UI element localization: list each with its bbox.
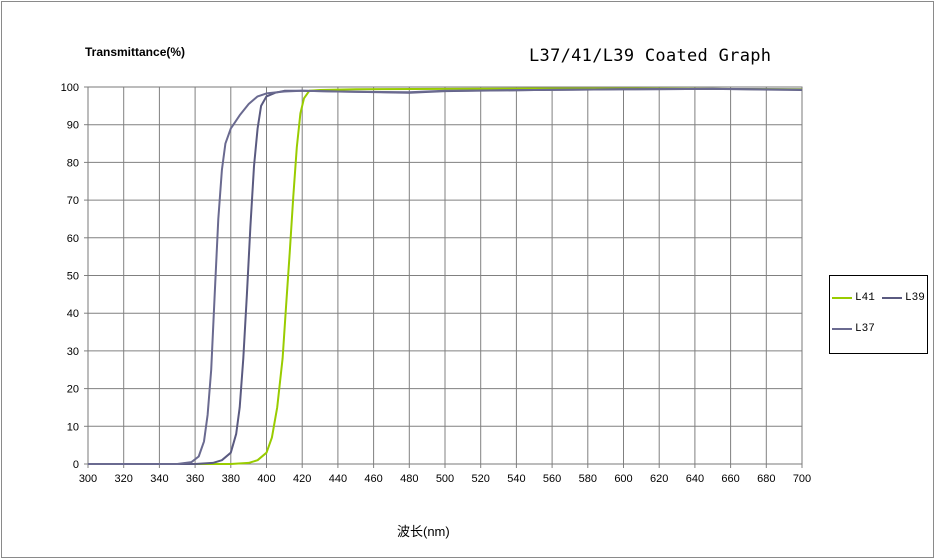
y-tick-label: 30: [67, 346, 79, 358]
y-tick-label: 70: [67, 195, 79, 207]
x-tick-label: 580: [579, 473, 597, 485]
y-tick-labels: 0 10 20 30 40 50 60 70 80 90 100: [61, 82, 79, 471]
y-tick-label: 100: [61, 82, 79, 94]
legend-label-l37: L37: [855, 323, 875, 335]
legend-label-l39: L39: [905, 292, 925, 304]
x-axis-title: 波长(nm): [397, 524, 450, 539]
series-line-l37: [88, 87, 803, 465]
y-tick-label: 10: [67, 421, 79, 433]
y-axis-title: Transmittance(%): [85, 45, 186, 59]
legend-item-l41: L41: [832, 292, 875, 304]
x-tick-label: 560: [543, 473, 561, 485]
series-line-l41: [88, 87, 803, 465]
x-tick-label: 420: [293, 473, 311, 485]
legend-swatch-l41: [832, 297, 852, 299]
x-tick-label: 380: [222, 473, 240, 485]
x-tick-label: 600: [614, 473, 632, 485]
y-tick-label: 60: [67, 233, 79, 245]
x-tick-label: 680: [757, 473, 775, 485]
x-tick-label: 480: [400, 473, 418, 485]
horizontal-gridlines: [84, 86, 802, 465]
x-tick-label: 340: [150, 473, 168, 485]
x-tick-label: 320: [115, 473, 133, 485]
legend-swatch-l39: [882, 297, 902, 299]
legend-label-l41: L41: [855, 292, 875, 304]
legend-item-l39: L39: [882, 292, 925, 304]
x-tick-label: 620: [650, 473, 668, 485]
x-tick-label: 700: [793, 473, 811, 485]
plot-area: [87, 86, 803, 465]
vertical-gridlines: [87, 87, 803, 468]
y-tick-label: 50: [67, 271, 79, 283]
y-tick-label: 40: [67, 308, 79, 320]
y-tick-label: 80: [67, 157, 79, 169]
legend-swatch-l37: [832, 328, 852, 330]
x-tick-labels: 300 320 340 360 380 400 420 440 460 480 500 520 540 5…: [79, 473, 811, 485]
x-tick-label: 300: [79, 473, 97, 485]
x-tick-label: 500: [436, 473, 454, 485]
chart-title: L37/41/L39 Coated Graph: [529, 46, 772, 66]
x-tick-label: 520: [472, 473, 490, 485]
y-tick-label: 20: [67, 384, 79, 396]
x-tick-label: 360: [186, 473, 204, 485]
y-tick-label: 90: [67, 120, 79, 132]
legend: L41 L39 L37: [829, 275, 928, 354]
x-tick-label: 400: [257, 473, 275, 485]
x-tick-label: 460: [364, 473, 382, 485]
x-tick-label: 440: [329, 473, 347, 485]
legend-item-l37: L37: [832, 323, 875, 335]
x-tick-label: 540: [507, 473, 525, 485]
y-tick-label: 0: [73, 459, 79, 471]
x-tick-label: 640: [686, 473, 704, 485]
x-tick-label: 660: [721, 473, 739, 485]
series-lines: [88, 87, 803, 465]
